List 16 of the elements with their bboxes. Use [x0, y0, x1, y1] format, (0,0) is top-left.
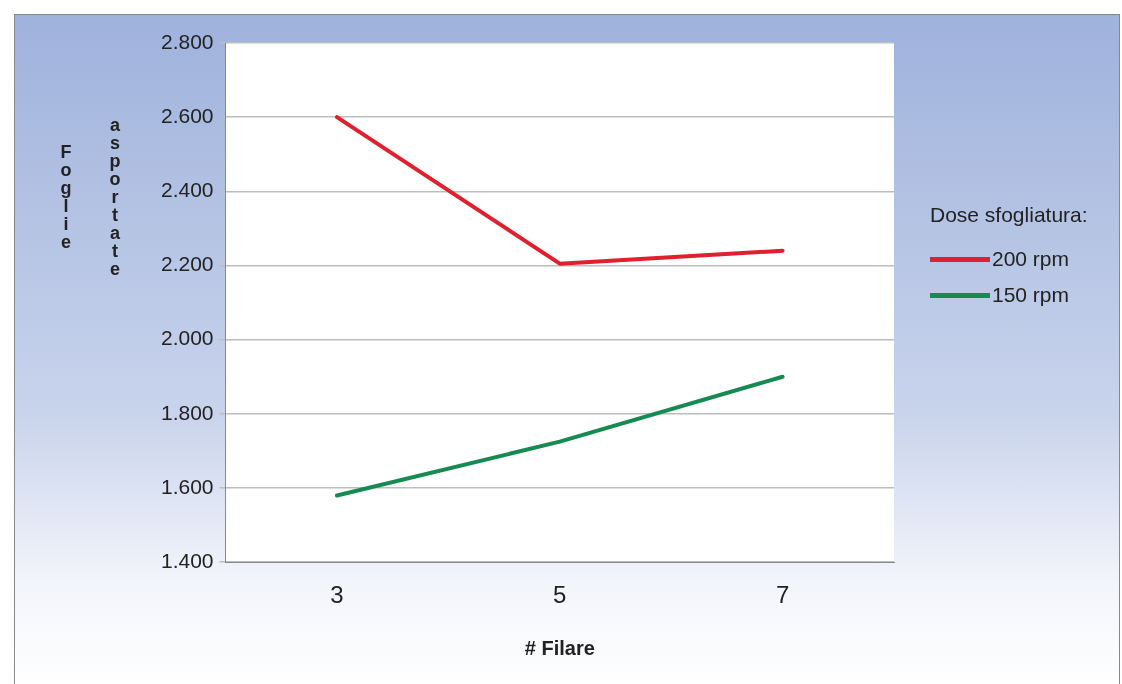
x-tick-label: 7 [775, 581, 790, 609]
y-tick-label: 1.600 [160, 474, 214, 498]
x-tick-label: 5 [553, 581, 567, 609]
y-tick-label: 2.200 [160, 252, 214, 276]
y-tick-label: 2.000 [160, 326, 214, 350]
legend-title: Dose sfogliatura: [930, 202, 1089, 228]
y-tick-label: 1.800 [160, 400, 214, 424]
legend-label: 150 rpm [992, 283, 1070, 308]
y-tick-label: 2.600 [160, 103, 214, 127]
text: Foglie asportate [56, 115, 125, 277]
y-tick-label: 2.400 [160, 178, 214, 202]
y-tick-label: 1.400 [160, 549, 214, 572]
y-tick-label: 2.800 [160, 29, 214, 53]
legend-label: 200 rpm [992, 247, 1070, 272]
x-tick-label: 3 [330, 581, 344, 609]
x-axis-title: # Filare [524, 636, 595, 659]
